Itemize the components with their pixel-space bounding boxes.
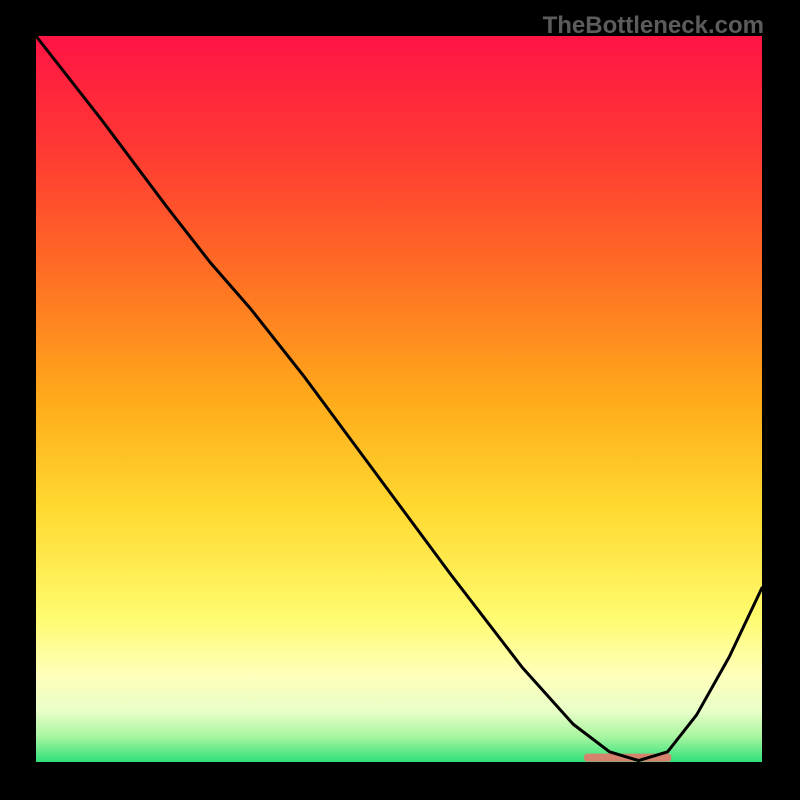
plot-gradient-background [36, 36, 762, 762]
watermark-text: TheBottleneck.com [543, 12, 764, 40]
bottleneck-chart [0, 0, 800, 800]
